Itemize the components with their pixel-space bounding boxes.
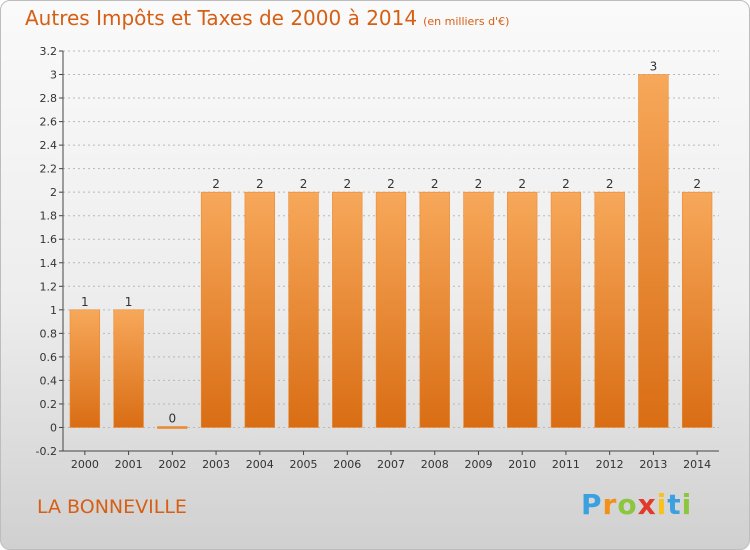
- bar: [463, 191, 494, 428]
- data-label: 0: [169, 411, 177, 425]
- place-name: LA BONNEVILLE: [37, 496, 187, 518]
- x-tick-label: 2006: [333, 458, 361, 471]
- data-label: 3: [650, 60, 658, 74]
- x-tick-label: 2010: [508, 458, 536, 471]
- y-tick-label: 3.2: [40, 45, 58, 58]
- data-label: 1: [125, 295, 133, 309]
- y-tick-label: 0.2: [40, 398, 58, 411]
- bar: [419, 191, 450, 428]
- bar: [594, 191, 625, 428]
- y-tick-label: 1.6: [40, 233, 58, 246]
- logo-letter: r: [602, 488, 618, 521]
- x-tick-label: 2008: [421, 458, 449, 471]
- y-tick-label: 0.6: [40, 351, 58, 364]
- data-label: 2: [212, 177, 220, 191]
- logo-letter: x: [637, 488, 657, 521]
- chart-title: Autres Impôts et Taxes de 2000 à 2014 (en…: [25, 6, 509, 30]
- bar: [113, 309, 144, 428]
- data-label: 2: [562, 177, 570, 191]
- x-tick-label: 2011: [552, 458, 580, 471]
- bar: [288, 191, 319, 428]
- x-tick-label: 2007: [377, 458, 405, 471]
- y-tick-label: 2.6: [40, 116, 58, 129]
- y-tick-label: 2: [50, 186, 57, 199]
- proxiti-logo: Proxiti: [581, 488, 692, 521]
- data-label: 2: [343, 177, 351, 191]
- x-tick-label: 2003: [202, 458, 230, 471]
- bar: [507, 191, 538, 428]
- title-text: Autres Impôts et Taxes de 2000 à 2014: [25, 6, 418, 30]
- bar: [157, 426, 188, 429]
- y-tick-label: 0: [50, 421, 57, 434]
- data-label: 2: [693, 177, 701, 191]
- x-tick-label: 2002: [158, 458, 186, 471]
- data-label: 2: [256, 177, 264, 191]
- logo-letter: P: [581, 488, 603, 521]
- x-tick-label: 2012: [596, 458, 624, 471]
- data-label: 2: [518, 177, 526, 191]
- y-tick-label: 1.4: [40, 257, 58, 270]
- y-tick-label: -0.2: [36, 445, 57, 458]
- bar: [550, 191, 582, 428]
- data-label: 2: [387, 177, 395, 191]
- x-tick-label: 2001: [115, 458, 143, 471]
- data-label: 2: [300, 177, 308, 191]
- bar: [332, 191, 363, 428]
- bar: [681, 191, 713, 428]
- y-tick-label: 1.2: [40, 280, 58, 293]
- y-tick-label: 2.2: [40, 163, 58, 176]
- logo-letter: i: [681, 488, 693, 521]
- data-label: 2: [606, 177, 614, 191]
- bar: [244, 191, 275, 428]
- bar: [200, 191, 232, 428]
- logo-letter: o: [617, 488, 638, 521]
- bar: [638, 74, 669, 428]
- bar: [69, 309, 101, 428]
- y-tick-label: 0.8: [40, 327, 58, 340]
- x-tick-label: 2013: [639, 458, 667, 471]
- logo-letter: i: [656, 488, 668, 521]
- x-tick-label: 2004: [246, 458, 274, 471]
- data-label: 2: [431, 177, 439, 191]
- y-tick-label: 1.8: [40, 210, 58, 223]
- x-tick-label: 2000: [71, 458, 99, 471]
- y-tick-label: 2.4: [40, 139, 58, 152]
- x-tick-label: 2014: [683, 458, 711, 471]
- y-tick-label: 3: [50, 69, 57, 82]
- title-unit: (en milliers d'€): [423, 15, 510, 28]
- x-tick-label: 2005: [290, 458, 318, 471]
- x-tick-label: 2009: [464, 458, 492, 471]
- y-tick-label: 0.4: [40, 374, 58, 387]
- y-tick-label: 1: [50, 304, 57, 317]
- y-tick-label: 2.8: [40, 92, 58, 105]
- logo-letter: t: [667, 488, 682, 521]
- bar: [375, 191, 407, 428]
- data-label: 1: [81, 295, 89, 309]
- data-label: 2: [475, 177, 483, 191]
